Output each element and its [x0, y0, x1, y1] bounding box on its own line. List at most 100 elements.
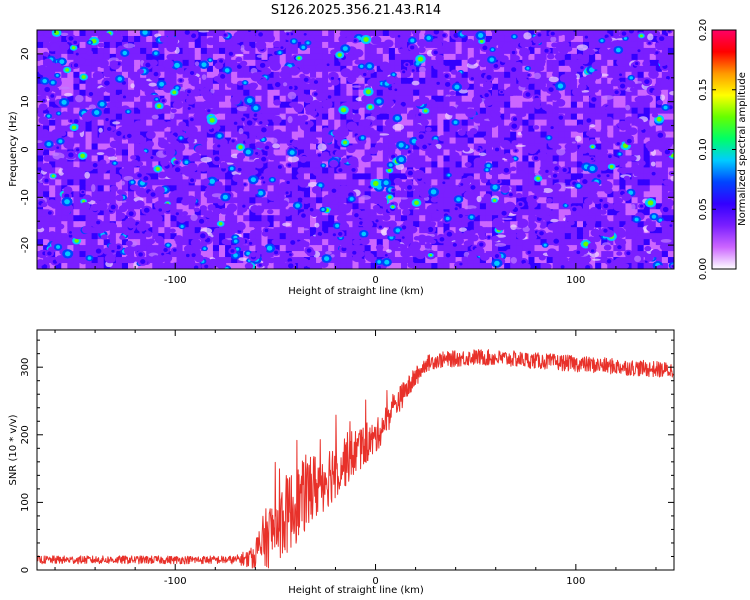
heatmap-cell	[576, 245, 584, 252]
heatmap-cell	[407, 185, 413, 190]
heatmap-cell	[655, 239, 663, 246]
heatmap-cell	[558, 119, 566, 127]
heatmap-cell	[667, 47, 674, 55]
heatmap-cell	[552, 155, 560, 163]
heatmap-cell	[437, 35, 445, 43]
heatmap-cell	[193, 207, 200, 213]
heatmap-cell	[334, 101, 341, 109]
heatmap-cell	[249, 143, 256, 151]
heatmap-cell	[97, 42, 105, 48]
heatmap-cell	[170, 179, 178, 186]
heatmap-cell	[358, 30, 366, 37]
heatmap-cell	[510, 149, 517, 157]
heatmap-cell	[552, 161, 558, 164]
heatmap-cell	[364, 173, 372, 180]
heatmap-cell	[498, 131, 505, 139]
heatmap-cell	[55, 233, 62, 240]
heatmap-cell	[564, 209, 572, 216]
heatmap-cell	[643, 203, 651, 210]
heatmap-cell	[231, 131, 238, 139]
heatmap-cell	[528, 179, 536, 186]
heatmap-cell	[200, 156, 213, 163]
heatmap-cell	[461, 59, 469, 67]
heatmap-cell	[212, 47, 220, 55]
heatmap-cell	[601, 53, 608, 61]
heatmap-cell	[364, 137, 372, 145]
heatmap-cell	[219, 119, 226, 127]
heatmap-cell	[43, 185, 50, 192]
heatmap-cell	[504, 131, 511, 139]
heatmap-cell	[121, 161, 129, 169]
heatmap-cell	[431, 155, 438, 163]
heatmap-cell	[607, 41, 614, 49]
heatmap-cell	[637, 71, 645, 79]
heatmap-cell	[172, 248, 177, 252]
heatmap-cell	[425, 137, 432, 145]
heatmap-cell	[58, 157, 65, 164]
heatmap-cell	[528, 107, 536, 115]
heatmap-cell	[219, 101, 226, 109]
heatmap-cell	[388, 245, 396, 252]
heatmap-cell	[467, 143, 475, 151]
heatmap-cell	[455, 245, 463, 252]
heatmap-cell	[212, 71, 220, 79]
heatmap-cell	[644, 79, 650, 85]
heatmap-cell	[605, 116, 614, 124]
heatmap-cell	[291, 191, 299, 198]
heatmap-cell	[109, 191, 117, 198]
heatmap-cell	[595, 89, 602, 97]
heatmap-cell	[291, 173, 299, 180]
heatmap-cell	[479, 173, 487, 180]
heatmap-cell	[595, 65, 602, 73]
heatmap-cell	[649, 101, 657, 109]
heatmap-cell	[607, 221, 614, 228]
heatmap-cell	[661, 257, 669, 264]
heatmap-cell	[273, 167, 281, 174]
heatmap-cell	[322, 233, 329, 240]
heatmap-cell	[255, 179, 263, 186]
heatmap-cell	[73, 83, 81, 91]
heatmap-cell	[667, 131, 674, 139]
heatmap-cell	[206, 47, 214, 55]
heatmap-cell	[249, 30, 256, 37]
heatmap-cell	[619, 101, 627, 109]
heatmap-cell	[75, 148, 80, 152]
heatmap-cell	[285, 233, 293, 240]
heatmap-cell	[310, 203, 317, 210]
heatmap-cell	[55, 227, 62, 234]
heatmap-cell	[146, 41, 153, 49]
heatmap-cell	[346, 215, 354, 222]
heatmap-cell	[382, 143, 390, 151]
heatmap-cell	[231, 149, 238, 157]
heatmap-cell	[285, 107, 293, 115]
heatmap-cell	[128, 137, 135, 145]
heatmap-cell	[443, 203, 451, 210]
heatmap-cell	[549, 218, 559, 223]
heatmap-cell	[121, 257, 129, 264]
heatmap-cell	[188, 173, 196, 180]
heatmap-cell	[115, 41, 123, 49]
heatmap-cell	[425, 65, 432, 73]
heatmap-cell	[236, 64, 242, 69]
heatmap-cell	[449, 167, 457, 174]
heatmap-cell	[109, 53, 117, 61]
heatmap-cell	[128, 35, 135, 43]
heatmap-cell	[523, 32, 532, 40]
heatmap-cell	[60, 86, 71, 90]
heatmap-cell	[103, 143, 111, 151]
heatmap-cell	[401, 77, 408, 85]
heatmap-cell	[498, 143, 505, 151]
heatmap-cell	[297, 185, 305, 192]
heatmap-cell	[140, 47, 147, 55]
heatmap-cell	[510, 30, 517, 37]
heatmap-cell	[647, 33, 654, 41]
heatmap-cell	[103, 119, 111, 127]
heatmap-cell	[67, 71, 74, 79]
heatmap-cell	[449, 215, 457, 222]
heatmap-cell	[237, 215, 244, 222]
heatmap-cell	[194, 209, 202, 216]
heatmap-cell	[279, 143, 287, 151]
heatmap-cell	[479, 137, 487, 145]
heatmap-cell	[637, 227, 645, 234]
heatmap-cell	[449, 191, 457, 198]
